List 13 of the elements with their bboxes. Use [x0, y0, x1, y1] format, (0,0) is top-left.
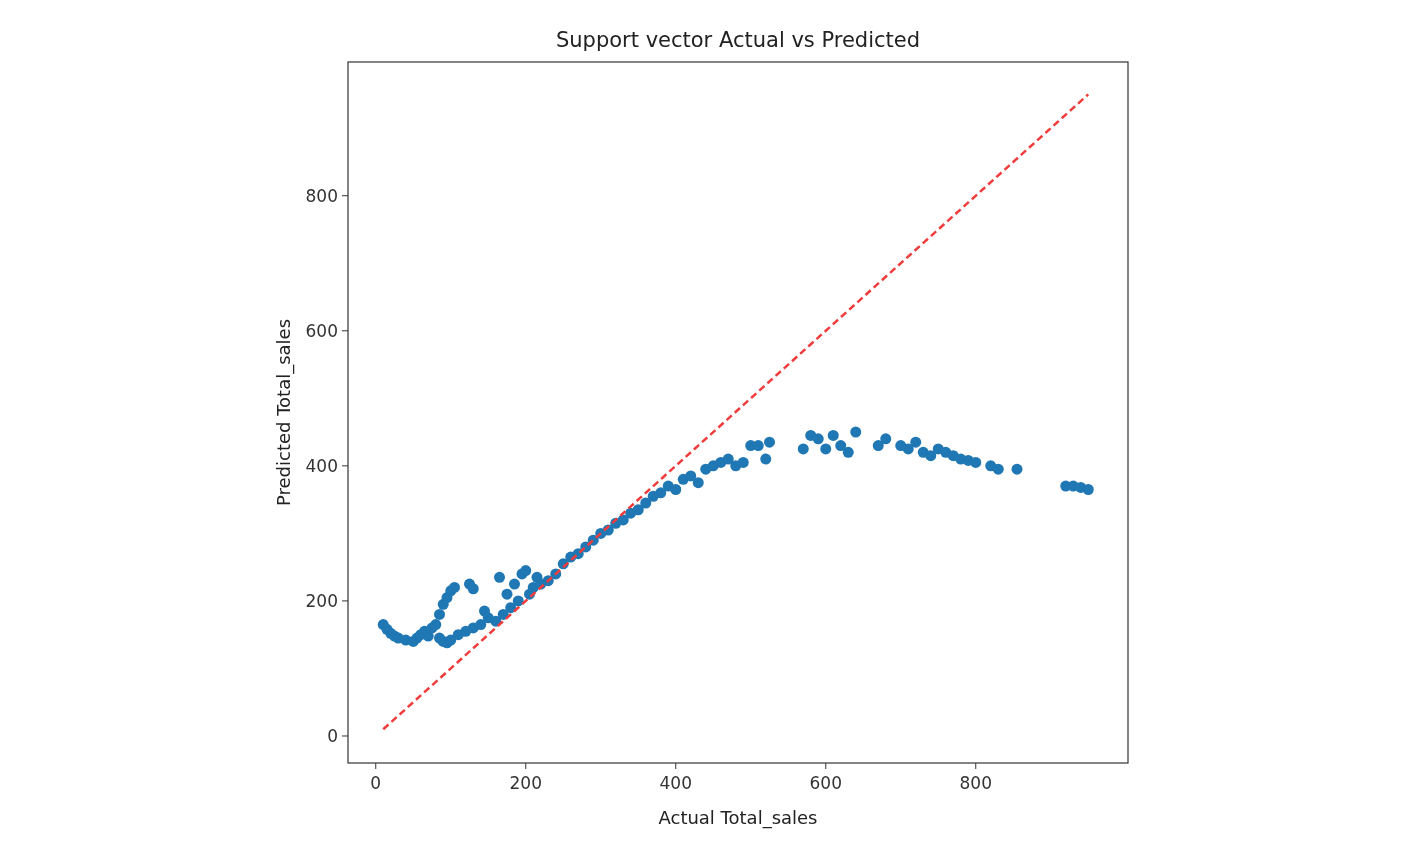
x-tick-label: 400	[659, 773, 692, 793]
x-tick-label: 600	[809, 773, 842, 793]
y-axis-title: Predicted Total_sales	[273, 318, 295, 507]
y-tick-label: 600	[305, 320, 338, 341]
chart-title: Support vector Actual vs Predicted	[555, 28, 921, 52]
y-tick-label: 0	[327, 725, 338, 746]
x-axis-title: Actual Total_sales	[658, 807, 818, 829]
x-tick-label: 200	[509, 773, 542, 793]
y-tick-label: 200	[305, 590, 338, 611]
x-tick-label: 0	[370, 773, 382, 793]
y-tick-label: 400	[305, 455, 338, 476]
y-tick-label: 800	[305, 185, 338, 206]
x-tick-label: 800	[959, 773, 992, 793]
